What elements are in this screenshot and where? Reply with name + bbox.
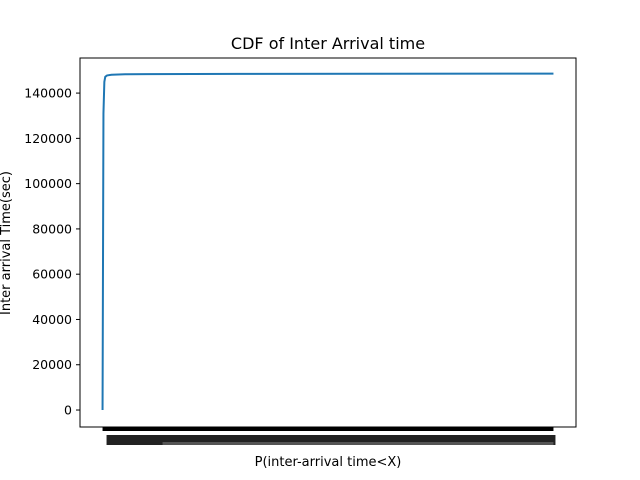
- x-axis-tick-band: [102, 427, 556, 445]
- y-tick-label: 60000: [32, 267, 72, 282]
- cdf-series-line: [101, 72, 554, 411]
- x-tick-labels-overlapping-lower: [162, 442, 554, 445]
- y-axis-label: Inter arrival Time(sec): [0, 171, 14, 315]
- y-tick-label: 20000: [32, 357, 72, 372]
- y-tick-label: 140000: [24, 86, 72, 101]
- x-axis-label: P(inter-arrival time<X): [255, 455, 402, 470]
- x-tick-marks-dense: [102, 427, 554, 431]
- plot-area: [101, 72, 554, 411]
- y-tick-label: 0: [64, 403, 72, 418]
- y-tick-label: 80000: [32, 221, 72, 236]
- chart-title: CDF of Inter Arrival time: [231, 34, 425, 53]
- y-axis: 0 20000 40000 60000 80000 100000 120000 140000: [24, 86, 80, 418]
- y-tick-label: 40000: [32, 312, 72, 327]
- x-tick-labels-overlapping: [106, 435, 556, 445]
- y-tick-label: 120000: [24, 131, 72, 146]
- y-tick-label: 100000: [24, 176, 72, 191]
